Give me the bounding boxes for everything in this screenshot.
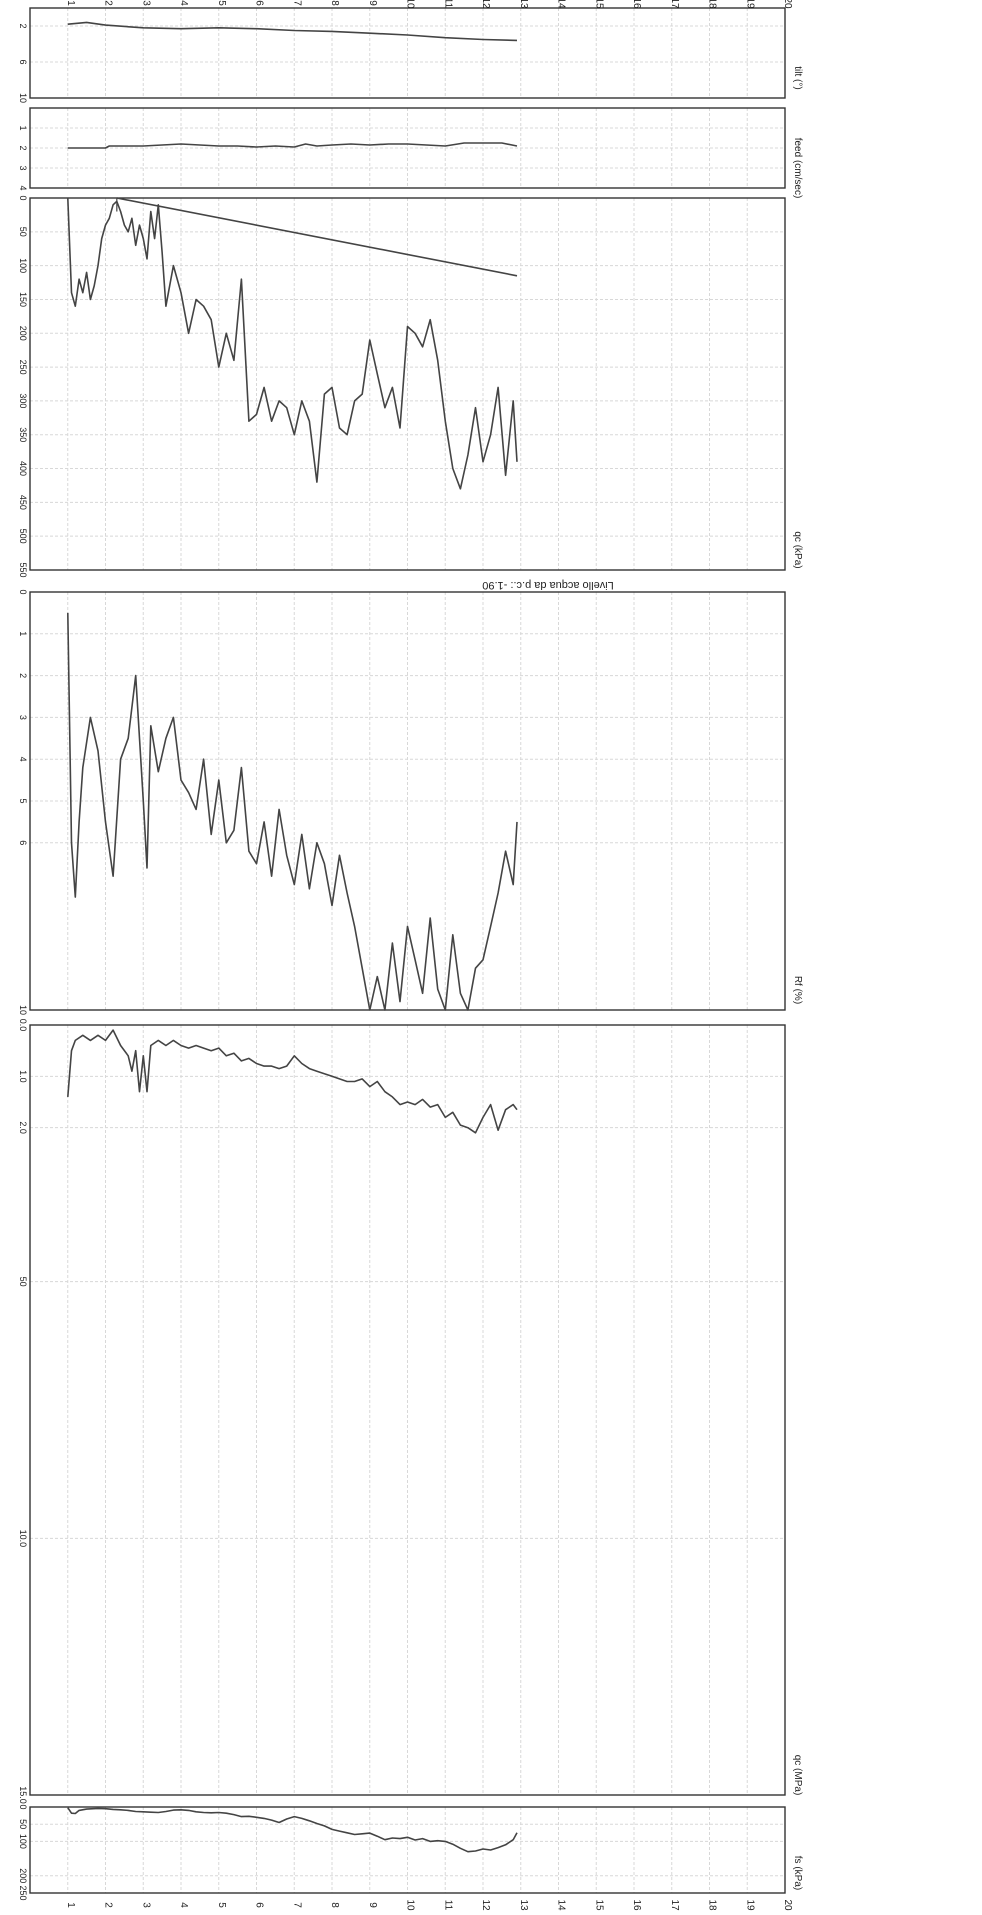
fs-panel-frame: [29, 1806, 786, 1894]
depth-label-left: 8: [329, 1902, 340, 1908]
fs-tick-label: 250: [18, 1885, 28, 1900]
depth-label-left: 4: [178, 1902, 189, 1908]
depth-label-right: 12: [480, 0, 491, 9]
depth-label-right: 13: [518, 0, 529, 9]
fs-tick-label: 100: [18, 1834, 28, 1849]
depth-label-right: 5: [216, 0, 227, 6]
rf-tick-label: 1: [18, 631, 28, 636]
depth-label-left: 7: [291, 1902, 302, 1908]
depth-label-right: 14: [556, 0, 567, 9]
depth-label-left: 16: [631, 1899, 642, 1911]
depth-label-right: 6: [254, 0, 265, 6]
depth-label-right: 20: [782, 0, 793, 9]
rf-tick-label: 4: [18, 757, 28, 762]
fs-tick-label: 0: [18, 1804, 28, 1809]
rf-tick-label: 0: [18, 589, 28, 594]
rf-tick-label: 3: [18, 715, 28, 720]
qc-kpa-series-line-0: [67, 197, 518, 490]
fs-axis-label: fs (kPa): [792, 1856, 803, 1890]
depth-label-right: 8: [329, 0, 340, 6]
qc-mpa-axis-label: qc (MPa): [792, 1755, 803, 1796]
qc-kpa-tick-label: 300: [18, 393, 28, 408]
qc-mpa-series-line-0: [67, 1029, 518, 1134]
tilt-axis-label: tilt (°): [792, 66, 803, 89]
depth-label-right: 9: [367, 0, 378, 6]
depth-label-left: 12: [480, 1899, 491, 1911]
water-level-annotation: Livello acqua da p.c.: -1.90: [482, 579, 613, 591]
depth-label-right: 1: [65, 0, 76, 6]
feed-panel-frame: [29, 107, 786, 189]
qc-kpa-tick-label: 400: [18, 461, 28, 476]
rf-tick-label: 2: [18, 673, 28, 678]
depth-label-right: 18: [707, 0, 718, 9]
rf-axis-label: Rf (%): [792, 976, 803, 1004]
depth-label-right: 4: [178, 0, 189, 6]
depth-label-left: 13: [518, 1899, 529, 1911]
tilt-panel-frame: [29, 7, 786, 99]
fs-tick-label: 50: [18, 1819, 28, 1829]
tilt-tick-label: 2: [18, 23, 28, 28]
feed-tick-label: 4: [18, 185, 28, 190]
feed-tick-label: 2: [18, 145, 28, 150]
rf-series-line-0: [67, 612, 518, 1011]
qc-kpa-tick-label: 450: [18, 495, 28, 510]
depth-label-left: 1: [65, 1902, 76, 1908]
depth-label-left: 10: [405, 1899, 416, 1911]
depth-label-left: 3: [140, 1902, 151, 1908]
depth-label-left: 11: [442, 1900, 453, 1911]
depth-label-left: 19: [744, 1899, 755, 1911]
feed-axis-label: feed (cm/sec): [792, 138, 803, 199]
feed-series-line-0: [67, 142, 518, 149]
depth-label-left: 17: [669, 1899, 680, 1911]
depth-label-left: 5: [216, 1902, 227, 1908]
rf-tick-label: 6: [18, 840, 28, 845]
qc-mpa-tick-label: 1.0: [18, 1070, 28, 1083]
qc-mpa-tick-label: 2.0: [18, 1121, 28, 1134]
rf-panel-frame: [29, 591, 786, 1011]
qc-mpa-tick-label: 50: [18, 1277, 28, 1287]
qc-mpa-tick-label: 15.0: [18, 1786, 28, 1804]
feed-tick-label: 1: [18, 125, 28, 130]
qc-mpa-tick-label: 0.0: [18, 1019, 28, 1032]
qc-kpa-tick-label: 100: [18, 258, 28, 273]
depth-label-left: 2: [103, 1902, 114, 1908]
feed-tick-label: 3: [18, 165, 28, 170]
fs-tick-label: 200: [18, 1868, 28, 1883]
qc-kpa-tick-label: 250: [18, 360, 28, 375]
depth-label-left: 18: [707, 1899, 718, 1911]
tilt-series-line-0: [67, 21, 518, 42]
rf-tick-label: 5: [18, 798, 28, 803]
depth-label-right: 3: [140, 0, 151, 6]
tilt-tick-label: 10: [18, 93, 28, 103]
depth-label-left: 20: [782, 1899, 793, 1911]
qc-kpa-tick-label: 150: [18, 292, 28, 307]
qc-kpa-tick-label: 200: [18, 326, 28, 341]
depth-label-left: 14: [556, 1899, 567, 1911]
depth-label-right: 19: [744, 0, 755, 9]
qc-mpa-panel-frame: [29, 1024, 786, 1796]
depth-label-right: 7: [291, 0, 302, 6]
depth-label-right: 10: [405, 0, 416, 9]
depth-label-right: 16: [631, 0, 642, 9]
qc-mpa-tick-label: 10.0: [18, 1530, 28, 1548]
qc-kpa-tick-label: 550: [18, 562, 28, 577]
qc-kpa-tick-label: 500: [18, 529, 28, 544]
qc-kpa-tick-label: 0: [18, 195, 28, 200]
depth-label-right: 17: [669, 0, 680, 9]
rf-tick-label: 10: [18, 1005, 28, 1015]
tilt-tick-label: 6: [18, 59, 28, 64]
qc-kpa-axis-label: qc (kPa): [792, 531, 803, 568]
fs-series-line-0: [67, 1807, 518, 1853]
depth-label-left: 15: [593, 1899, 604, 1911]
depth-label-right: 2: [103, 0, 114, 6]
qc-kpa-series-line-1: [116, 197, 518, 277]
depth-label-left: 9: [367, 1902, 378, 1908]
qc-kpa-tick-label: 350: [18, 427, 28, 442]
depth-label-left: 6: [254, 1902, 265, 1908]
qc-kpa-tick-label: 50: [18, 227, 28, 237]
depth-label-right: 11: [442, 0, 453, 9]
qc-kpa-panel-frame: [29, 197, 786, 571]
depth-label-right: 15: [593, 0, 604, 9]
